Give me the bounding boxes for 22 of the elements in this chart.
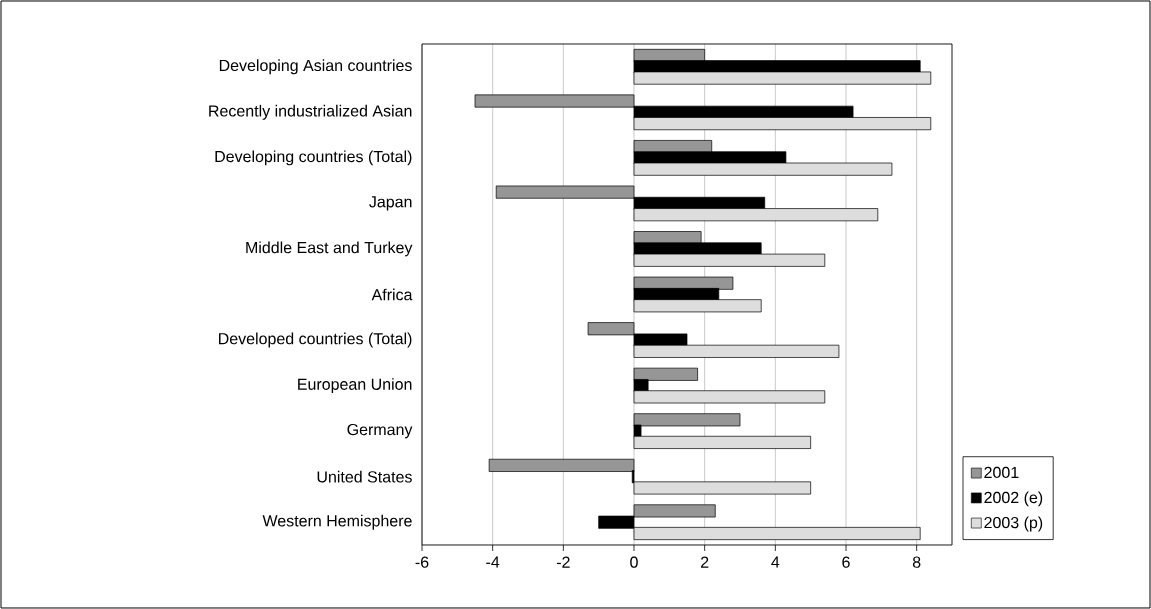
y-tick-label: European Union [298, 378, 412, 394]
y-tick-label: Western Hemisphere [262, 514, 412, 530]
y-tick-label: Middle East and Turkey [246, 241, 413, 257]
x-tick-label: 0 [630, 556, 638, 568]
x-tick-label: 6 [842, 556, 850, 568]
legend-label: 2002 (e) [984, 491, 1043, 507]
y-tick-label: Africa [371, 288, 413, 301]
x-tick-label: 8 [912, 556, 921, 568]
legend-label: 2001 [984, 466, 1019, 479]
legend-label: 2003 (p) [984, 516, 1043, 532]
y-tick-label: Developing countries (Total) [215, 150, 412, 166]
x-tick-label: -4 [486, 556, 500, 568]
y-tick-label: Recently industrialized Asian [209, 104, 412, 120]
x-tick-label: 2 [701, 556, 709, 568]
x-tick-label: 4 [771, 556, 780, 568]
y-tick-label: Japan [369, 196, 412, 211]
y-tick-label: Developing Asian countries [219, 59, 412, 75]
x-tick-label: -6 [415, 556, 429, 568]
y-tick-label: United States [317, 470, 412, 483]
y-tick-label: Germany [347, 423, 413, 439]
y-tick-label: Developed countries (Total) [219, 332, 412, 348]
x-tick-label: -2 [556, 556, 570, 568]
